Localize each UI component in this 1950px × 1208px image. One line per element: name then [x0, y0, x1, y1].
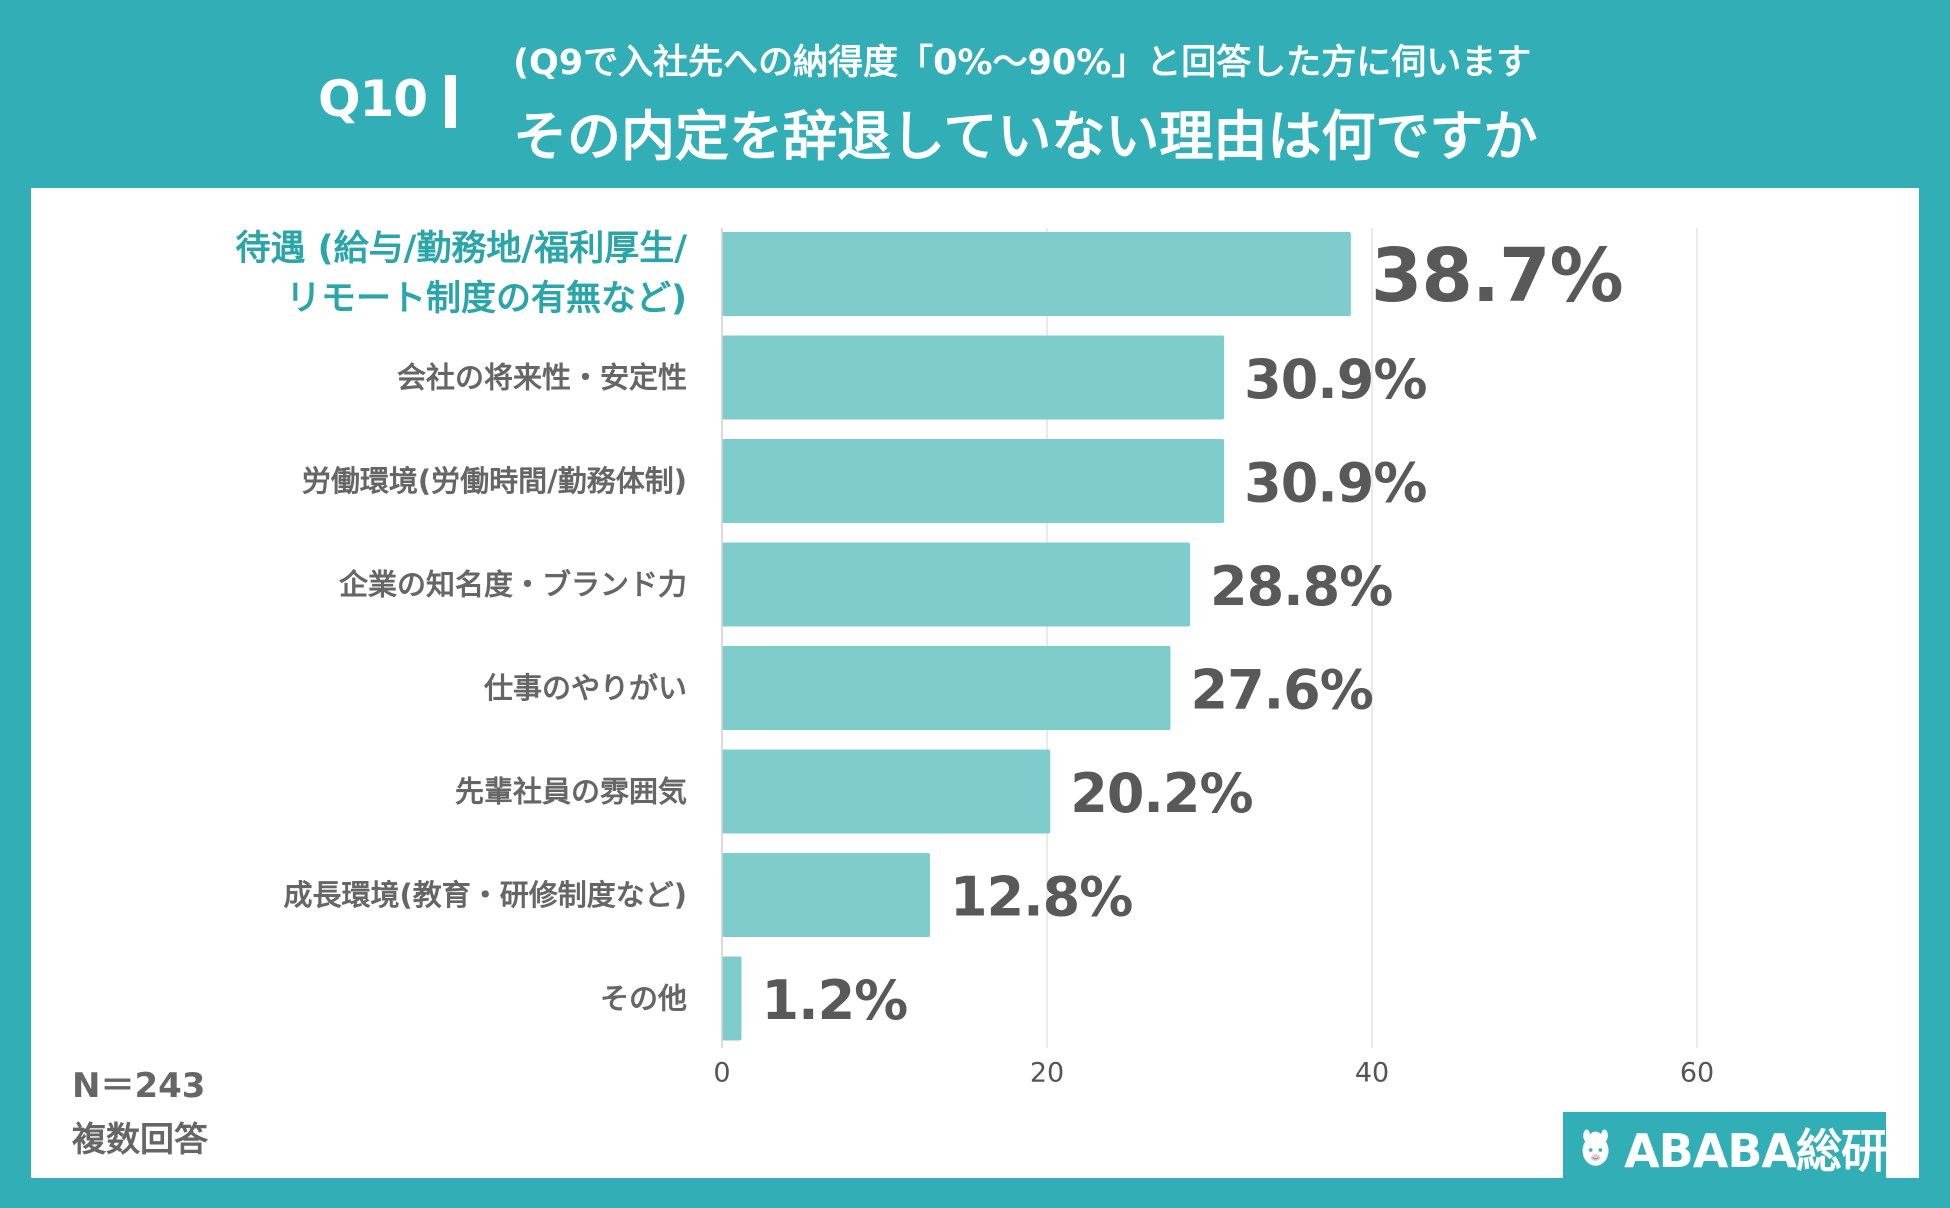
bar	[722, 646, 1171, 730]
question-number: Q10	[318, 70, 428, 128]
bar	[722, 232, 1351, 316]
bar	[722, 335, 1225, 420]
bar	[722, 542, 1190, 627]
value-label: 38.7%	[1371, 233, 1623, 319]
bar	[722, 853, 930, 937]
value-label: 1.2%	[762, 969, 908, 1032]
sample-size: N＝243	[72, 1066, 206, 1106]
value-label: 28.8%	[1210, 555, 1392, 618]
category-label: その他	[600, 982, 687, 1016]
alpaca-icon	[1582, 1129, 1609, 1166]
category-label: リモート制度の有無など)	[286, 279, 687, 319]
category-label: 会社の将来性・安定性	[397, 361, 687, 395]
x-tick-label: 40	[1355, 1058, 1389, 1089]
chart-panel: 待遇 (給与/勤務地/福利厚生/リモート制度の有無など) 38.7% 会社の将来性・…	[31, 188, 1919, 1178]
brand-badge: ABABA総研	[1563, 1112, 1887, 1184]
category-label: 先輩社員の雰囲気	[455, 775, 687, 809]
x-tick-label: 0	[713, 1058, 730, 1089]
category-label: 労働環境(労働時間/勤務体制)	[302, 464, 687, 498]
brand-name: ABABA総研	[1624, 1124, 1887, 1178]
value-label: 12.8%	[950, 866, 1132, 929]
bar-chart: 待遇 (給与/勤務地/福利厚生/リモート制度の有無など) 38.7% 会社の将来性・…	[235, 228, 1714, 1089]
x-tick-label: 60	[1680, 1058, 1714, 1089]
question-divider	[445, 75, 456, 128]
bar	[722, 956, 742, 1041]
x-tick-label: 20	[1030, 1058, 1064, 1089]
category-label: 企業の知名度・ブランド力	[339, 568, 687, 602]
category-label: 仕事のやりがい	[483, 671, 687, 705]
value-label: 20.2%	[1070, 762, 1252, 825]
category-label: 成長環境(教育・研修制度など)	[283, 878, 687, 912]
value-label: 30.9%	[1244, 348, 1426, 411]
value-label: 27.6%	[1191, 659, 1373, 722]
chart-subtitle: (Q9で入社先への納得度「0%〜90%」と回答した方に伺います	[513, 43, 1532, 83]
chart-title: その内定を辞退していない理由は何ですか	[513, 105, 1538, 168]
value-label: 30.9%	[1244, 452, 1426, 515]
category-label: 待遇 (給与/勤務地/福利厚生/	[235, 229, 687, 269]
bar	[722, 439, 1225, 523]
header: Q10 (Q9で入社先への納得度「0%〜90%」と回答した方に伺います その内定…	[0, 0, 1950, 188]
bar	[722, 749, 1051, 834]
multiple-answer-note: 複数回答	[72, 1120, 208, 1160]
